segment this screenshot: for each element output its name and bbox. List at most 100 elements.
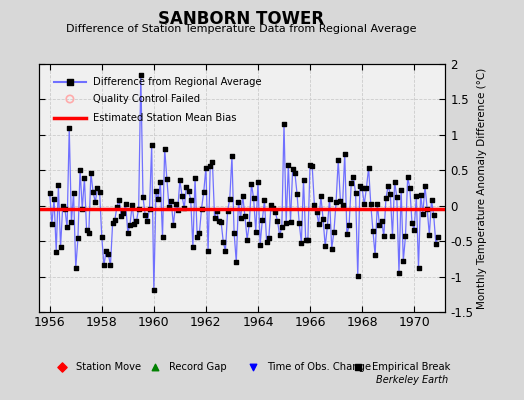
Point bbox=[241, 213, 249, 220]
Text: 1960: 1960 bbox=[138, 316, 170, 329]
Point bbox=[111, 217, 119, 223]
Point bbox=[97, 234, 106, 240]
Point bbox=[390, 178, 399, 185]
Point bbox=[217, 219, 225, 225]
Point bbox=[323, 223, 332, 230]
Point bbox=[314, 220, 323, 227]
Point bbox=[339, 202, 347, 208]
Point bbox=[176, 177, 184, 184]
Point bbox=[156, 179, 165, 186]
Point bbox=[263, 239, 271, 246]
Point bbox=[158, 234, 167, 240]
Point bbox=[171, 201, 180, 208]
Point bbox=[373, 201, 381, 207]
Point bbox=[336, 198, 345, 204]
Point bbox=[260, 197, 269, 204]
Point bbox=[117, 213, 125, 219]
Point bbox=[321, 243, 330, 250]
Point bbox=[74, 235, 82, 242]
Point bbox=[215, 218, 223, 224]
Point bbox=[167, 198, 176, 205]
Point bbox=[330, 229, 338, 235]
Point bbox=[93, 185, 102, 192]
Point bbox=[139, 194, 147, 200]
Point bbox=[299, 176, 308, 183]
Point bbox=[397, 186, 406, 193]
Point bbox=[46, 190, 54, 196]
Point bbox=[358, 184, 366, 191]
Point bbox=[267, 202, 275, 208]
Text: 1968: 1968 bbox=[346, 316, 378, 329]
Point bbox=[182, 184, 191, 191]
Point bbox=[293, 190, 301, 197]
Point bbox=[106, 262, 115, 269]
Text: Estimated Station Mean Bias: Estimated Station Mean Bias bbox=[93, 113, 236, 122]
Point bbox=[193, 234, 201, 240]
Point bbox=[369, 228, 377, 234]
Point bbox=[219, 238, 227, 245]
Point bbox=[162, 176, 171, 182]
Point bbox=[423, 206, 431, 212]
Point bbox=[276, 232, 284, 239]
Point bbox=[319, 216, 328, 222]
Point bbox=[238, 193, 247, 199]
Point bbox=[425, 232, 433, 238]
Text: Difference of Station Temperature Data from Regional Average: Difference of Station Temperature Data f… bbox=[66, 24, 416, 34]
Point bbox=[154, 196, 162, 203]
Point bbox=[232, 259, 241, 265]
Point bbox=[325, 196, 334, 202]
Point bbox=[82, 227, 91, 234]
Text: 1966: 1966 bbox=[294, 316, 326, 329]
Point bbox=[312, 209, 321, 216]
Point bbox=[50, 196, 58, 202]
Point bbox=[145, 206, 154, 212]
Point bbox=[354, 364, 362, 370]
Point bbox=[211, 215, 219, 221]
Point bbox=[249, 195, 258, 202]
Point bbox=[80, 175, 89, 182]
Point bbox=[66, 78, 74, 85]
Point bbox=[147, 142, 156, 148]
Point bbox=[328, 245, 336, 252]
Point bbox=[258, 217, 267, 223]
Point bbox=[143, 218, 151, 225]
Point bbox=[198, 205, 206, 212]
Point bbox=[395, 270, 403, 276]
Point bbox=[128, 202, 136, 208]
Point bbox=[334, 157, 342, 164]
Point bbox=[274, 218, 282, 224]
Text: 1964: 1964 bbox=[242, 316, 274, 329]
Point bbox=[356, 183, 364, 189]
Point bbox=[399, 257, 408, 264]
Text: Difference from Regional Average: Difference from Regional Average bbox=[93, 77, 261, 87]
Point bbox=[89, 189, 97, 196]
Point bbox=[265, 235, 273, 241]
Point bbox=[230, 230, 238, 236]
Point bbox=[421, 183, 429, 189]
Point bbox=[428, 197, 436, 204]
Text: 1956: 1956 bbox=[34, 316, 66, 329]
Point bbox=[256, 242, 264, 248]
Point bbox=[304, 237, 312, 243]
Point bbox=[54, 182, 62, 189]
Point bbox=[208, 158, 216, 165]
Text: SANBORN TOWER: SANBORN TOWER bbox=[158, 10, 324, 28]
Point bbox=[59, 202, 67, 209]
Point bbox=[352, 190, 360, 196]
Point bbox=[430, 212, 438, 218]
Point bbox=[191, 175, 199, 181]
Point bbox=[341, 150, 349, 157]
Point bbox=[169, 222, 178, 228]
Point bbox=[297, 240, 305, 246]
Text: Time of Obs. Change: Time of Obs. Change bbox=[267, 362, 371, 372]
Point bbox=[371, 252, 379, 258]
Point bbox=[67, 219, 75, 225]
Point bbox=[386, 191, 395, 197]
Point bbox=[347, 180, 355, 186]
Text: 1958: 1958 bbox=[86, 316, 118, 329]
Point bbox=[187, 196, 195, 203]
Point bbox=[130, 221, 138, 227]
Point bbox=[408, 220, 416, 226]
Point bbox=[152, 188, 160, 194]
Point bbox=[432, 241, 440, 247]
